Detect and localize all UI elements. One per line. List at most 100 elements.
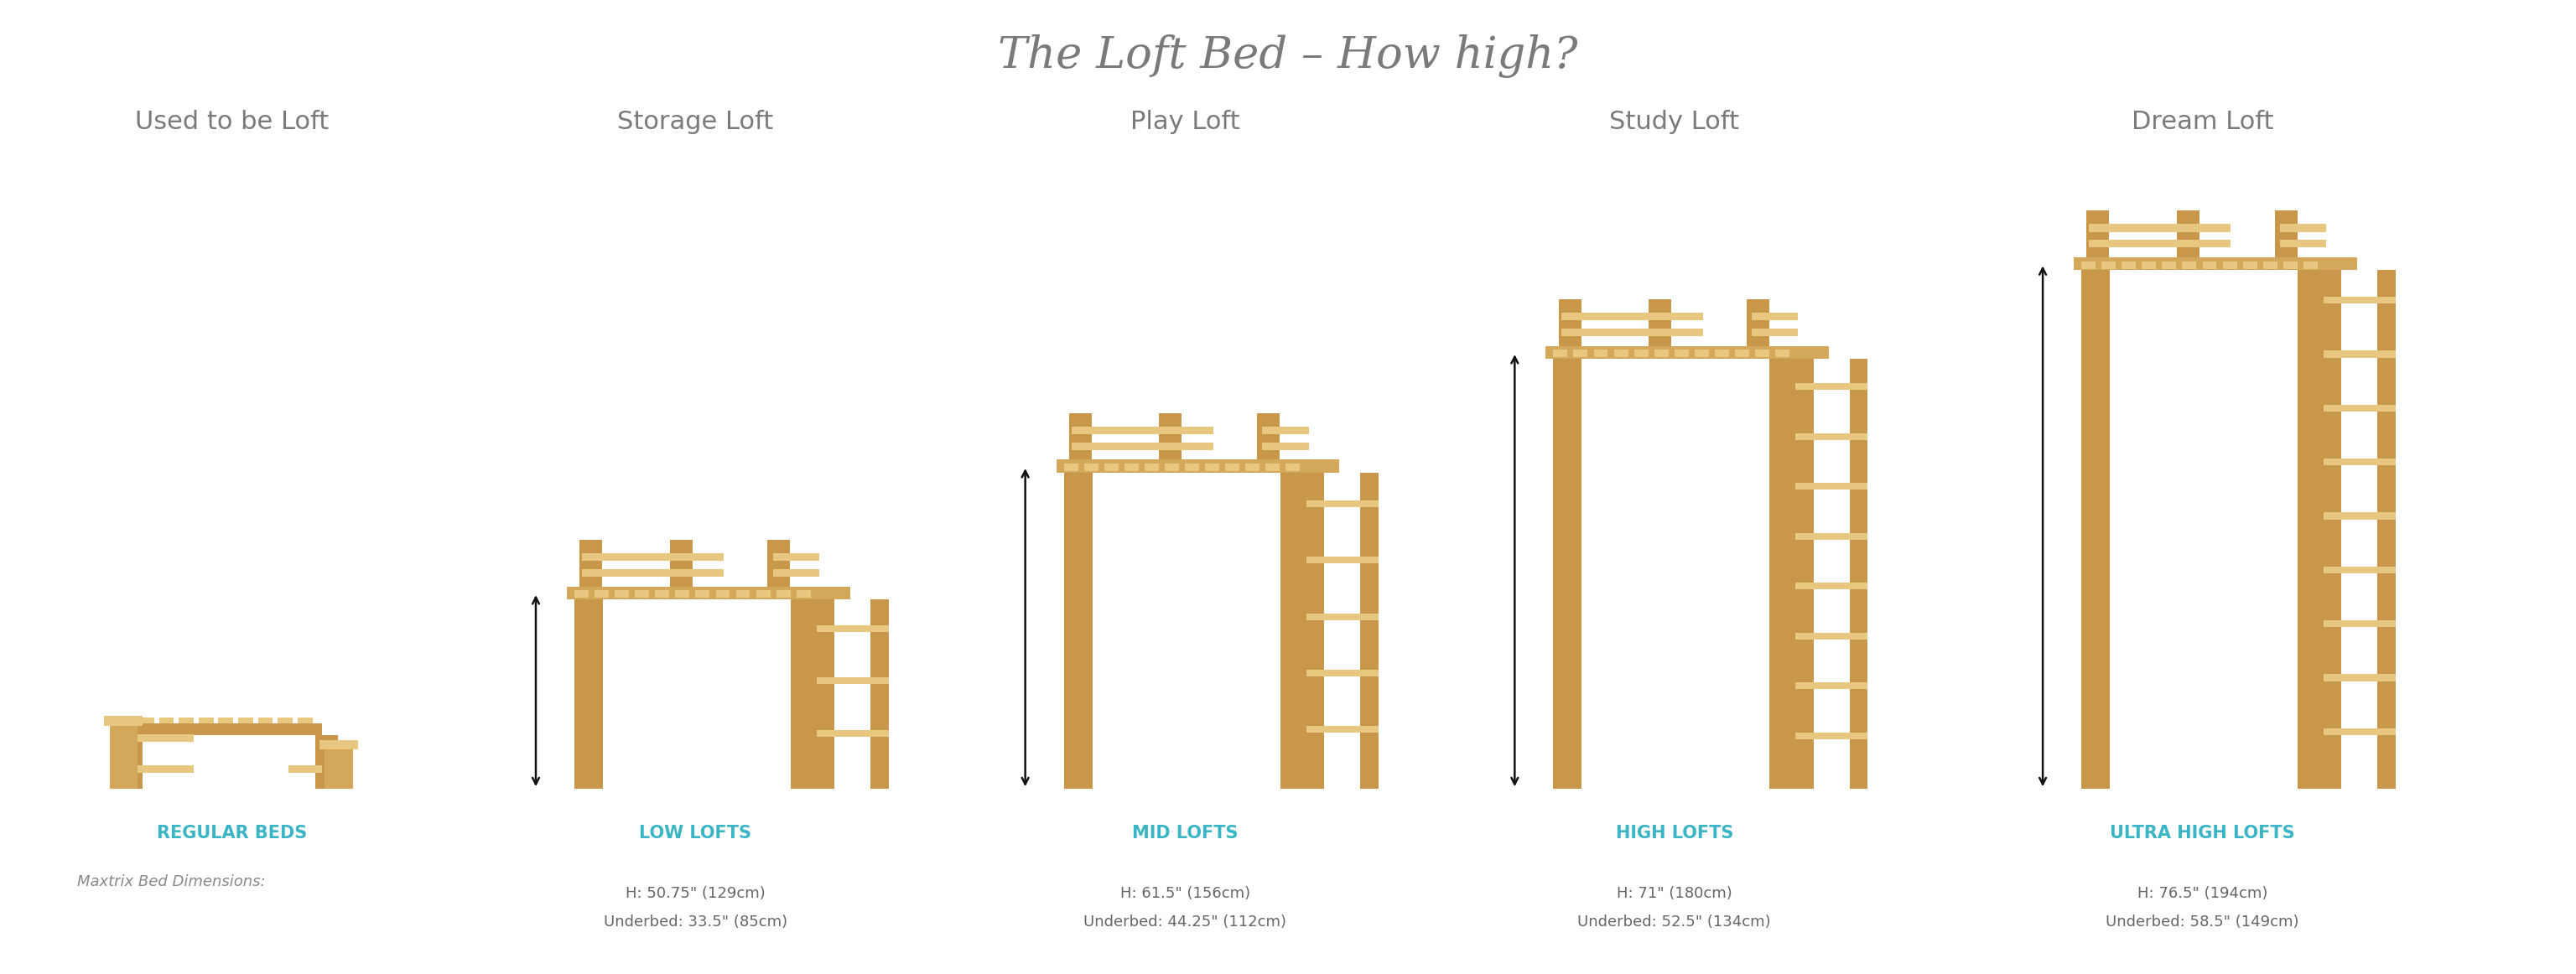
- Text: Dream Loft: Dream Loft: [2130, 110, 2275, 133]
- Bar: [178, 718, 193, 724]
- Bar: [278, 718, 294, 724]
- Bar: [1206, 464, 1218, 471]
- Bar: [2324, 297, 2396, 304]
- Bar: [1105, 464, 1118, 471]
- Bar: [2280, 240, 2326, 247]
- Bar: [1084, 464, 1097, 471]
- Bar: [2324, 404, 2396, 411]
- Bar: [1558, 299, 1582, 346]
- Bar: [237, 718, 252, 724]
- Bar: [1561, 313, 1703, 320]
- Bar: [299, 718, 312, 724]
- Text: LOW LOFTS: LOW LOFTS: [639, 824, 752, 842]
- Bar: [796, 590, 811, 598]
- Bar: [616, 590, 629, 598]
- Text: Study Loft: Study Loft: [1610, 110, 1739, 133]
- Bar: [1795, 358, 1814, 789]
- Text: H: 71" (180cm): H: 71" (180cm): [1618, 885, 1731, 901]
- Bar: [314, 735, 337, 789]
- Bar: [1574, 350, 1587, 357]
- Bar: [2161, 261, 2177, 269]
- Bar: [2324, 620, 2396, 627]
- Bar: [1306, 501, 1378, 507]
- Bar: [289, 766, 322, 773]
- Bar: [2074, 257, 2357, 270]
- Bar: [817, 625, 889, 632]
- Bar: [1747, 299, 1770, 346]
- Bar: [1752, 328, 1798, 336]
- Bar: [1247, 464, 1260, 471]
- Bar: [1164, 464, 1180, 471]
- Bar: [2081, 261, 2094, 269]
- Bar: [2324, 512, 2396, 519]
- Bar: [118, 718, 134, 724]
- Bar: [1695, 350, 1708, 357]
- Bar: [1795, 384, 1868, 391]
- Text: REGULAR BEDS: REGULAR BEDS: [157, 824, 307, 842]
- Text: Storage Loft: Storage Loft: [618, 110, 773, 133]
- Bar: [108, 716, 137, 789]
- Bar: [1553, 346, 1582, 789]
- Bar: [582, 553, 724, 561]
- Bar: [2324, 351, 2396, 357]
- Bar: [1262, 442, 1309, 450]
- Bar: [1262, 427, 1309, 434]
- Bar: [1064, 464, 1077, 471]
- Text: Used to be Loft: Used to be Loft: [134, 110, 330, 133]
- Bar: [2089, 224, 2231, 232]
- Bar: [1795, 433, 1868, 440]
- Bar: [1795, 483, 1868, 490]
- Bar: [1306, 472, 1324, 789]
- Bar: [1716, 350, 1728, 357]
- Bar: [2081, 257, 2110, 789]
- Text: MID LOFTS: MID LOFTS: [1131, 824, 1239, 842]
- Text: H: 76.5" (194cm): H: 76.5" (194cm): [2138, 885, 2267, 901]
- Bar: [1257, 413, 1280, 460]
- Bar: [2087, 210, 2110, 257]
- Bar: [737, 590, 750, 598]
- Bar: [319, 740, 358, 749]
- Bar: [2324, 729, 2396, 735]
- Bar: [1850, 358, 1868, 789]
- Bar: [2202, 261, 2215, 269]
- Bar: [258, 718, 273, 724]
- Bar: [2303, 261, 2318, 269]
- Bar: [2280, 224, 2326, 232]
- Bar: [1069, 413, 1092, 460]
- Bar: [1754, 350, 1770, 357]
- Bar: [2089, 240, 2231, 247]
- Bar: [160, 718, 173, 724]
- Bar: [2378, 270, 2396, 789]
- Text: Underbed: 33.5" (85cm): Underbed: 33.5" (85cm): [603, 915, 788, 930]
- Bar: [1226, 464, 1239, 471]
- Bar: [574, 586, 603, 789]
- Bar: [670, 540, 693, 586]
- Bar: [1265, 464, 1280, 471]
- Bar: [791, 586, 819, 789]
- Bar: [1280, 460, 1309, 789]
- Bar: [1595, 350, 1607, 357]
- Bar: [2324, 459, 2396, 466]
- Bar: [1144, 464, 1159, 471]
- Bar: [2223, 261, 2236, 269]
- Bar: [1360, 472, 1378, 789]
- Bar: [1752, 313, 1798, 320]
- Bar: [582, 569, 724, 577]
- Bar: [817, 730, 889, 736]
- Bar: [1056, 460, 1340, 472]
- Bar: [1633, 350, 1649, 357]
- Bar: [137, 734, 193, 742]
- Bar: [696, 590, 708, 598]
- Bar: [1185, 464, 1200, 471]
- Bar: [1795, 533, 1868, 540]
- Text: Underbed: 52.5" (134cm): Underbed: 52.5" (134cm): [1577, 915, 1772, 930]
- Bar: [1770, 346, 1798, 789]
- Bar: [2298, 257, 2326, 789]
- Bar: [775, 590, 791, 598]
- Text: The Loft Bed – How high?: The Loft Bed – How high?: [997, 34, 1579, 78]
- Bar: [2102, 261, 2115, 269]
- Bar: [2244, 261, 2257, 269]
- Bar: [757, 590, 770, 598]
- Bar: [1306, 669, 1378, 676]
- Bar: [773, 569, 819, 577]
